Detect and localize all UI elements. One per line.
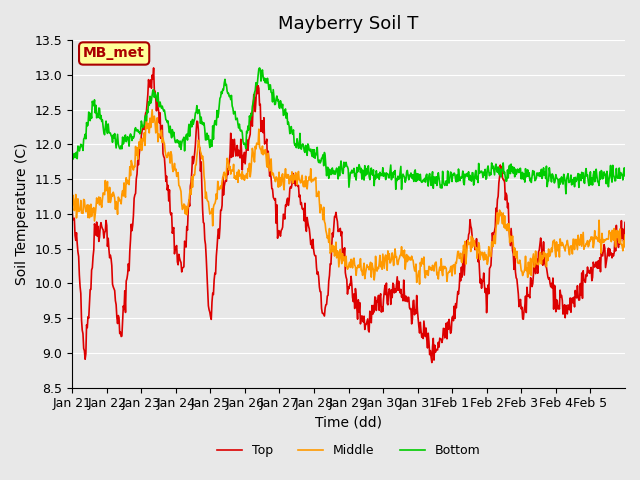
Line: Bottom: Bottom	[72, 68, 625, 194]
Middle	[284, 172, 291, 178]
Top	[438, 340, 445, 346]
Bottom	[263, 80, 271, 86]
Legend: Top, Middle, Bottom: Top, Middle, Bottom	[212, 439, 485, 462]
Bottom	[406, 174, 414, 180]
Top	[68, 207, 76, 213]
Top	[263, 136, 271, 142]
Bottom	[235, 125, 243, 131]
Bottom	[562, 191, 570, 197]
Top	[150, 65, 157, 71]
Text: MB_met: MB_met	[83, 47, 145, 60]
Middle	[438, 269, 445, 275]
Bottom	[68, 148, 76, 154]
Middle	[148, 107, 156, 112]
X-axis label: Time (dd): Time (dd)	[315, 416, 382, 430]
Title: Mayberry Soil T: Mayberry Soil T	[278, 15, 419, 33]
Top	[621, 219, 629, 225]
Top	[133, 171, 141, 177]
Y-axis label: Soil Temperature (C): Soil Temperature (C)	[15, 143, 29, 285]
Middle	[263, 163, 271, 168]
Top	[236, 149, 243, 155]
Bottom	[256, 65, 264, 71]
Middle	[406, 257, 414, 263]
Top	[284, 195, 291, 201]
Line: Top: Top	[72, 68, 625, 362]
Middle	[68, 203, 76, 209]
Middle	[416, 281, 424, 287]
Bottom	[621, 173, 629, 179]
Top	[406, 306, 414, 312]
Middle	[621, 232, 629, 238]
Middle	[236, 173, 243, 179]
Bottom	[133, 128, 141, 133]
Line: Middle: Middle	[72, 109, 625, 284]
Bottom	[437, 182, 445, 188]
Bottom	[284, 121, 291, 127]
Middle	[133, 145, 141, 151]
Top	[428, 360, 436, 365]
